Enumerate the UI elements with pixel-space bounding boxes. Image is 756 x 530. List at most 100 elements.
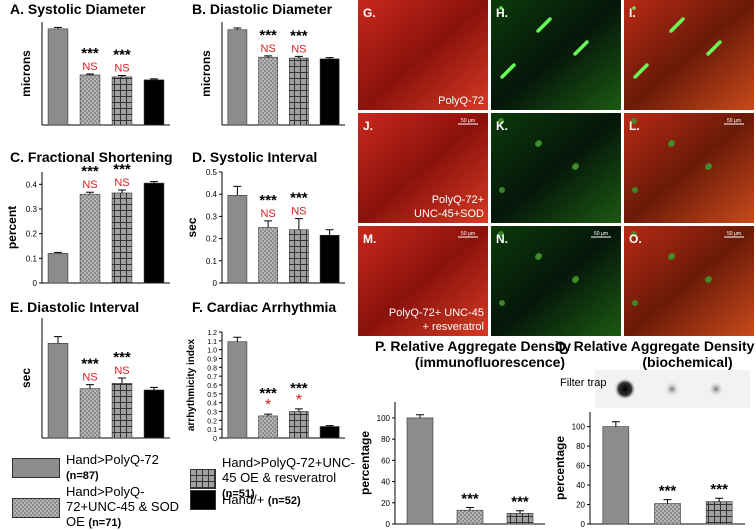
error-bar [466,507,474,511]
y-axis-label: sec [19,368,33,388]
bar [47,343,69,439]
y-tick-label: 0 [213,279,218,288]
significance-vs-control: NS [114,177,129,189]
image-caption: PolyQ-72+ UNC-45 [389,307,484,319]
significance: *** [259,385,277,402]
scale-bar-label: 50 µm [594,231,608,237]
error-bar [86,384,94,389]
aggregate-spot [499,300,505,306]
legend-swatch-fill [12,458,60,478]
bar [406,417,434,525]
legend-swatch [190,490,216,510]
error-bar [86,73,94,75]
error-bar [325,57,334,59]
aggregate-spot [669,140,675,146]
chart-subtitle: (biochemical) [642,354,732,370]
error-bar [118,189,126,193]
chart-title: B. Diastolic Diameter [192,1,333,17]
chart-title: Q. Relative Aggregate Density [555,338,755,354]
image-caption: + resveratrol [423,321,484,333]
panel-label: L. [629,119,640,133]
significance: *** [113,46,131,63]
bar [705,501,733,525]
significance: *** [461,491,479,508]
y-tick-label: 0 [33,279,38,288]
bar [602,426,630,525]
legend-entry: Hand>PolyQ-72 (n=87) [12,452,187,484]
scale-bar-label: 50 µm [461,118,475,124]
aggregate-spot [548,17,552,21]
y-axis-label: sec [185,217,199,237]
micrograph [358,226,488,336]
y-tick-label: 0.3 [26,205,38,214]
significance-vs-control: NS [82,61,97,73]
error-bar [233,336,242,342]
bar [654,503,681,525]
micrograph [624,226,754,336]
panel-label: G. [363,6,376,20]
aggregate-spot [498,118,504,124]
legend-label: Hand>PolyQ-72+UNC-45 & SOD OE [66,484,180,529]
bar [47,253,69,284]
blot-spot [708,381,724,397]
y-tick-label: 0 [213,436,217,443]
legend-entry: Hand>PolyQ-72+UNC-45 & SOD OE (n=71) [12,484,187,530]
error-bar [118,74,126,77]
y-tick-label: 0.2 [26,230,38,239]
bar [143,182,165,284]
legend-text: Hand>PolyQ-72+UNC-45 & SOD OE (n=71) [66,484,187,530]
bar [258,56,278,126]
significance: *** [259,27,277,44]
panel-label: O. [629,232,642,246]
error-bar [150,181,158,184]
bar [258,415,278,439]
error-bar [611,421,620,427]
y-tick-label: 0.3 [207,410,217,417]
image-caption: UNC-45+SOD [414,208,484,220]
error-bar [294,218,303,230]
y-tick-label: 1.2 [207,330,217,337]
chart-title: D. Systolic Interval [192,149,317,165]
error-bar [150,386,158,390]
error-bar [54,336,62,344]
bar [79,193,101,284]
chart-title: A. Systolic Diameter [10,1,146,17]
bar [227,341,248,439]
bar [289,229,309,284]
significance-vs-control: NS [114,62,129,74]
y-tick-label: 1.0 [207,348,217,355]
significance-vs-control: NS [260,208,275,220]
y-tick-label: 0.2 [207,418,217,425]
y-axis-label: percentage [358,431,372,495]
y-tick-label: 0.5 [207,392,217,399]
error-bar [150,78,158,80]
significance: *** [659,483,677,500]
image-caption: PolyQ-72 [438,95,484,107]
significance-vs-control: NS [114,365,129,377]
y-tick-label: 1.1 [207,339,217,346]
aggregate-spot [631,231,637,237]
micrograph [624,0,754,110]
aggregate-spot [632,6,636,10]
y-tick-label: 0.2 [206,235,218,244]
bar [143,79,165,126]
y-tick-label: 60 [381,456,390,465]
y-tick-label: 0 [581,520,586,529]
legend-entry: Hand/+ (n=52) [190,490,355,510]
significance-vs-control: NS [260,43,275,55]
error-bar [233,27,242,30]
aggregate-spot [536,140,542,146]
y-tick-label: 40 [381,478,390,487]
significance-vs-control: * [296,392,302,409]
y-axis-label: percent [5,206,19,249]
micrograph [491,226,621,336]
bar [79,388,101,439]
chart-title: C. Fractional Shortening [10,149,173,165]
legend-swatch [12,458,60,478]
error-bar [325,425,334,427]
y-axis-label: percentage [553,436,567,500]
scale-bar-label: 50 µm [727,231,741,237]
bar [506,513,534,525]
y-tick-label: 0.7 [207,374,217,381]
legend-count: (n=71) [88,517,122,529]
